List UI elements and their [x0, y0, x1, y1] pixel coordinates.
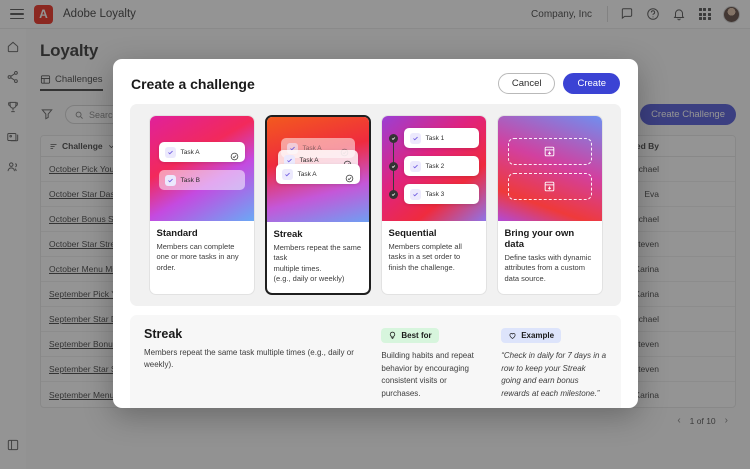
task-label: Task 1	[425, 134, 445, 142]
task-row: Task 3	[403, 184, 479, 204]
task-label: Task 3	[425, 190, 445, 198]
step-complete-icon	[388, 133, 398, 143]
checkbox-icon	[286, 142, 298, 154]
sequence-list: Task 1 Task 2	[388, 128, 479, 209]
best-for-column: Best for Building habits and repeat beha…	[381, 327, 487, 400]
card-byod-text: Bring your own data Define tasks with dy…	[498, 221, 602, 294]
task-label: Task A	[302, 144, 322, 152]
card-streak-text: Streak Members repeat the same task mult…	[267, 222, 369, 293]
complete-check-icon	[230, 148, 239, 160]
sequence-item: Task 2	[388, 156, 479, 176]
checkbox-icon	[281, 168, 293, 180]
task-row: Task A	[158, 142, 245, 162]
card-byod-title: Bring your own data	[504, 228, 575, 250]
connector-line	[392, 142, 394, 164]
card-standard-illustration: Task A Task B	[149, 116, 254, 221]
step-complete-icon	[388, 189, 398, 199]
card-streak-title: Streak	[273, 229, 303, 240]
data-placeholder-box	[507, 138, 592, 165]
step-complete-icon	[388, 161, 398, 171]
task-label: Task A	[299, 156, 319, 164]
card-standard[interactable]: Task A Task B Standard Members can	[148, 115, 255, 296]
best-for-badge: Best for	[381, 328, 439, 344]
dialog-header: Create a challenge Cancel Create	[113, 59, 638, 104]
example-column: Example “Check in daily for 7 days in a …	[501, 327, 607, 400]
best-for-text: Building habits and repeat behavior by e…	[381, 351, 474, 398]
card-byod-desc: Define tasks with dynamic attributes fro…	[504, 253, 592, 283]
task-label: Task B	[180, 176, 201, 184]
connector-line	[392, 170, 394, 192]
card-streak-desc-2: multiple times.	[273, 263, 322, 273]
checkbox-icon	[409, 188, 421, 200]
task-label: Task A	[180, 148, 200, 156]
task-label: Task A	[297, 170, 317, 178]
task-row: Task A	[275, 164, 360, 184]
task-label: Task 2	[425, 162, 445, 170]
checkbox-icon	[164, 146, 176, 158]
selected-type-detail: Streak Members repeat the same task mult…	[130, 315, 621, 408]
checkbox-icon	[283, 154, 295, 166]
sequence-item: Task 1	[388, 128, 479, 148]
database-icon	[544, 181, 555, 192]
database-icon	[544, 146, 555, 157]
data-placeholder-box	[507, 173, 592, 200]
cancel-button[interactable]: Cancel	[497, 73, 556, 94]
heart-icon	[509, 333, 516, 340]
example-text: “Check in daily for 7 days in a row to k…	[501, 351, 607, 398]
card-standard-text: Standard Members can complete one or mor…	[150, 221, 254, 294]
dialog-actions: Cancel Create	[497, 73, 620, 94]
card-byod-illustration	[497, 116, 602, 221]
task-row: Task 2	[403, 156, 479, 176]
card-sequential-desc: Members complete all tasks in a set orde…	[388, 242, 462, 272]
create-button[interactable]: Create	[563, 73, 620, 94]
checkbox-icon	[409, 160, 421, 172]
card-standard-title: Standard	[156, 228, 198, 239]
task-row: Task 1	[403, 128, 479, 148]
card-sequential-text: Sequential Members complete all tasks in…	[382, 221, 486, 294]
challenge-type-cards: Task A Task B Standard Members can	[130, 104, 621, 307]
detail-title: Streak	[144, 327, 183, 342]
card-sequential-title: Sequential	[388, 228, 437, 239]
checkbox-icon	[409, 132, 421, 144]
card-streak-desc-1: Members repeat the same task	[273, 243, 362, 263]
task-row: Task B	[158, 170, 245, 190]
card-streak-illustration: Task A Task A	[266, 117, 369, 222]
create-challenge-dialog: Create a challenge Cancel Create Task A	[113, 59, 638, 408]
checkbox-icon	[164, 174, 176, 186]
detail-main: Streak Members repeat the same task mult…	[144, 327, 367, 400]
dialog-title: Create a challenge	[131, 75, 255, 92]
card-bring-your-own-data[interactable]: Bring your own data Define tasks with dy…	[496, 115, 603, 296]
card-sequential-illustration: Task 1 Task 2	[381, 116, 486, 221]
example-badge: Example	[501, 328, 562, 344]
sequence-item: Task 3	[388, 184, 479, 204]
card-streak-desc-3: (e.g., daily or weekly)	[273, 274, 345, 284]
card-streak[interactable]: Task A Task A	[264, 115, 371, 296]
detail-description: Members repeat the same task multiple ti…	[144, 348, 354, 369]
lightbulb-icon	[390, 332, 396, 340]
card-sequential[interactable]: Task 1 Task 2	[380, 115, 487, 296]
dialog-body: Task A Task B Standard Members can	[113, 104, 638, 408]
card-standard-desc: Members can complete one or more tasks i…	[156, 242, 239, 272]
complete-check-icon	[345, 170, 354, 182]
example-badge-label: Example	[521, 331, 555, 341]
best-for-badge-label: Best for	[401, 331, 432, 341]
